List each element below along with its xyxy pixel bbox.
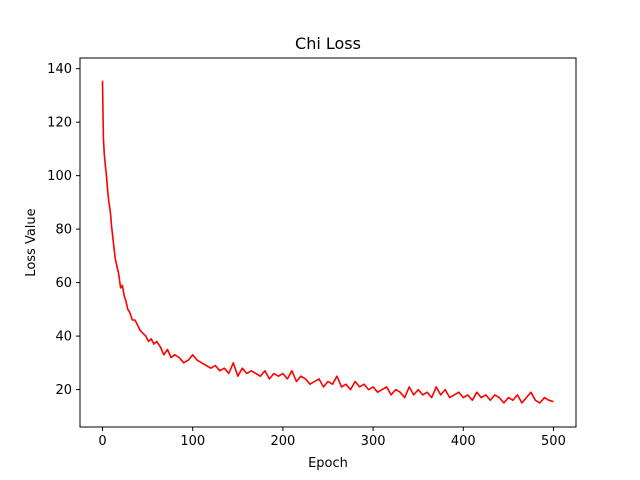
y-tick-label: 140 <box>47 62 72 77</box>
axis-ticks: 0 100 200 300 400 500 20 40 60 80 100 120 140 <box>47 62 566 449</box>
x-axis-label: Epoch <box>308 456 348 471</box>
y-axis-label: Loss Value <box>24 208 39 276</box>
y-tick-label: 120 <box>47 116 72 131</box>
y-tick-label: 100 <box>47 169 72 184</box>
x-tick-label: 300 <box>361 434 386 449</box>
series-group <box>101 80 554 404</box>
loss-series-line <box>101 80 554 404</box>
x-tick-label: 400 <box>451 434 476 449</box>
y-tick-label: 80 <box>55 223 72 238</box>
x-tick-label: 100 <box>180 434 205 449</box>
y-tick-label: 60 <box>55 276 72 291</box>
x-tick-label: 0 <box>98 434 106 449</box>
x-tick-label: 500 <box>541 434 566 449</box>
y-tick-label: 40 <box>55 330 72 345</box>
x-tick-label: 200 <box>270 434 295 449</box>
chart-title: Chi Loss <box>295 34 361 53</box>
y-tick-label: 20 <box>55 383 72 398</box>
plot-frame <box>79 57 577 428</box>
